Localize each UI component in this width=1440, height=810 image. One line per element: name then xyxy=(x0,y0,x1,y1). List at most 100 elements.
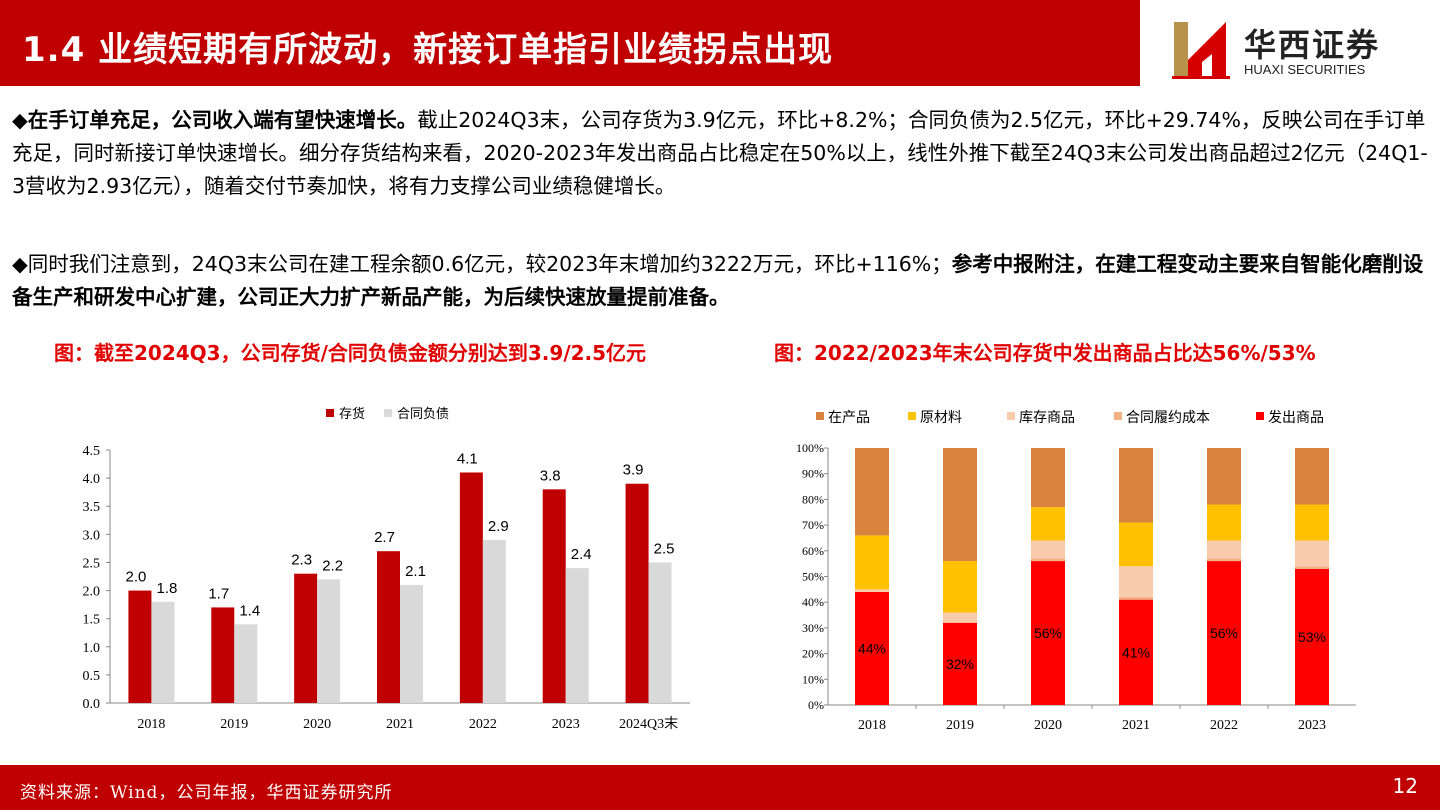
bar-segment-合同履约成本 xyxy=(1295,566,1329,569)
legend-label: 存货 xyxy=(339,406,365,422)
legend-swatch xyxy=(908,412,916,420)
x-tick-label: 2022 xyxy=(469,717,497,732)
y-tick-label: 60% xyxy=(802,544,824,558)
bar-存货 xyxy=(377,551,400,703)
data-label: 53% xyxy=(1298,629,1326,645)
x-tick-label: 2018 xyxy=(137,717,165,732)
y-tick-label: 0% xyxy=(808,698,824,712)
bar-合同负债 xyxy=(400,584,423,703)
bar-存货 xyxy=(211,607,235,703)
x-tick-label: 2023 xyxy=(552,717,580,732)
data-label: 3.8 xyxy=(540,467,561,484)
data-label: 1.8 xyxy=(156,580,177,597)
y-tick-label: 2.0 xyxy=(83,585,101,600)
bar-存货 xyxy=(542,489,566,703)
y-tick-label: 3.0 xyxy=(83,528,101,543)
huaxi-logo-icon xyxy=(1172,22,1230,79)
data-label: 3.9 xyxy=(623,462,644,479)
title-bar: 1.4 业绩短期有所波动，新接订单指引业绩拐点出现 xyxy=(0,0,1140,86)
bar-segment-库存商品 xyxy=(1031,540,1065,559)
y-tick-label: 2.5 xyxy=(83,556,101,571)
data-label: 2.9 xyxy=(488,518,509,535)
bar-segment-发出商品 xyxy=(1295,568,1329,705)
bar-segment-在产品 xyxy=(1119,448,1153,523)
y-tick-label: 100% xyxy=(796,441,824,455)
bar-合同负债 xyxy=(317,579,341,703)
source-note: 资料来源：Wind，公司年报，华西证券研究所 xyxy=(20,783,393,803)
bar-合同负债 xyxy=(648,562,672,703)
y-tick-label: 90% xyxy=(802,467,824,481)
data-label: 2.4 xyxy=(571,546,592,563)
bar-segment-库存商品 xyxy=(855,589,889,592)
page-number: 12 xyxy=(1392,774,1418,798)
legend-swatch xyxy=(816,412,824,420)
legend-label: 合同负债 xyxy=(397,407,449,422)
left-chart-caption: 图：截至2024Q3，公司存货/合同负债金额分别达到3.9/2.5亿元 xyxy=(54,341,647,365)
data-label: 2.2 xyxy=(322,557,343,574)
bar-segment-原材料 xyxy=(1295,504,1329,541)
inventory-structure-chart: 0% 10% 20% 30% 40% 50% 60% 70% 80% 90% 100% 44% 2018… xyxy=(796,410,1356,733)
data-label: 56% xyxy=(1210,625,1238,641)
right-chart-caption: 图：2022/2023年末公司存货中发出商品占比达56%/53% xyxy=(774,341,1316,365)
data-label: 2.0 xyxy=(125,569,146,586)
bar-segment-原材料 xyxy=(1119,522,1153,567)
data-label: 2.3 xyxy=(291,552,312,569)
y-tick-label: 4.0 xyxy=(83,472,101,487)
x-tick-label: 2020 xyxy=(1034,718,1062,733)
bar-segment-原材料 xyxy=(1207,504,1241,541)
x-tick-label: 2021 xyxy=(386,717,414,732)
bar-segment-库存商品 xyxy=(1207,540,1241,559)
y-tick-label: 30% xyxy=(802,621,824,635)
legend-swatch xyxy=(326,409,334,417)
data-label: 32% xyxy=(946,656,974,672)
bar-segment-在产品 xyxy=(1031,448,1065,508)
bar-segment-发出商品 xyxy=(1031,561,1065,705)
bar-segment-库存商品 xyxy=(1295,540,1329,567)
bar-segment-在产品 xyxy=(1295,448,1329,505)
x-tick-label: 2020 xyxy=(303,717,331,732)
data-label: 1.7 xyxy=(208,585,229,602)
bar-segment-合同履约成本 xyxy=(1031,558,1065,562)
bar-segment-原材料 xyxy=(855,535,889,590)
legend-swatch xyxy=(1256,412,1264,420)
y-tick-label: 0.0 xyxy=(83,697,101,712)
x-tick-label: 2022 xyxy=(1210,718,1238,733)
y-tick-label: 3.5 xyxy=(83,500,101,515)
bar-segment-发出商品 xyxy=(943,622,977,705)
bar-合同负债 xyxy=(482,539,506,703)
data-label: 2.1 xyxy=(405,563,426,580)
paragraph-2: ◆同时我们注意到，24Q3末公司在建工程余额0.6亿元，较2023年末增加约32… xyxy=(12,252,1424,309)
legend-label: 合同履约成本 xyxy=(1126,410,1210,426)
legend-label: 在产品 xyxy=(828,410,870,426)
y-tick-label: 10% xyxy=(802,672,824,686)
logo-en: HUAXI SECURITIES xyxy=(1244,62,1366,77)
data-label: 41% xyxy=(1122,644,1150,660)
data-label: 1.4 xyxy=(239,602,260,619)
y-tick-label: 4.5 xyxy=(83,444,101,459)
x-tick-label: 2019 xyxy=(220,717,248,732)
page-title: 1.4 业绩短期有所波动，新接订单指引业绩拐点出现 xyxy=(22,30,834,70)
x-tick-label: 2021 xyxy=(1122,718,1150,733)
logo: 华西证券 HUAXI SECURITIES xyxy=(1172,18,1412,82)
bar-segment-发出商品 xyxy=(1119,599,1153,705)
x-tick-label: 2019 xyxy=(946,718,974,733)
x-tick-label: 2024Q3末 xyxy=(619,716,678,732)
bar-存货 xyxy=(459,472,483,703)
legend-label: 库存商品 xyxy=(1019,410,1075,426)
bar-segment-发出商品 xyxy=(1207,561,1241,705)
bar-segment-在产品 xyxy=(1207,448,1241,505)
data-label: 4.1 xyxy=(457,450,478,467)
y-tick-label: 1.0 xyxy=(83,641,101,656)
bar-存货 xyxy=(128,590,152,703)
bar-segment-原材料 xyxy=(943,561,977,613)
x-tick-label: 2018 xyxy=(858,718,886,733)
legend-label: 原材料 xyxy=(920,410,962,426)
bar-segment-合同履约成本 xyxy=(1119,597,1153,600)
y-tick-label: 50% xyxy=(802,570,824,584)
data-label: 56% xyxy=(1034,625,1062,641)
data-label: 2.7 xyxy=(374,529,395,546)
bar-segment-在产品 xyxy=(855,448,889,536)
bar-segment-发出商品 xyxy=(855,591,889,705)
data-label: 2.5 xyxy=(654,540,675,557)
bar-存货 xyxy=(294,573,318,703)
